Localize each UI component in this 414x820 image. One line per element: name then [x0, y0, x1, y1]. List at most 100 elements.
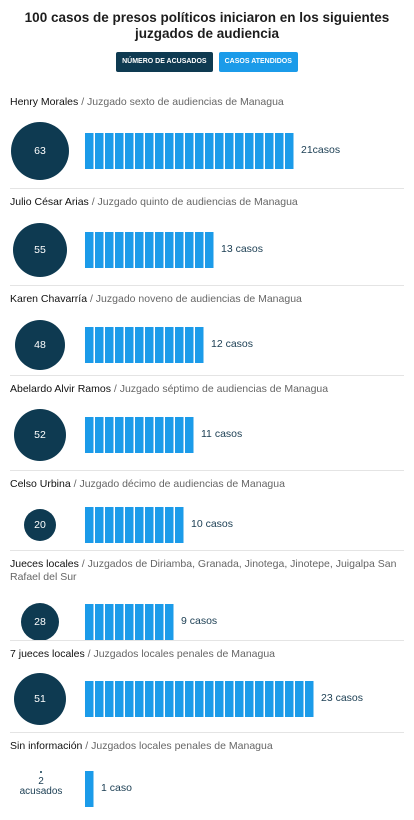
case-segment — [155, 232, 164, 268]
case-segment — [195, 327, 204, 363]
judge-name: Jueces locales — [10, 558, 79, 570]
case-segment — [175, 681, 184, 717]
accused-circle: 48 — [14, 319, 66, 371]
case-segment — [265, 133, 274, 169]
court-name: / Juzgado décimo de audiencias de Managu… — [70, 478, 285, 490]
judge-section: Sin información / Juzgados locales penal… — [10, 740, 404, 820]
judge-label: Abelardo Alvir Ramos / Juzgado séptimo d… — [10, 383, 404, 396]
case-segment — [155, 507, 164, 543]
case-segment — [85, 507, 94, 543]
legend-cases-button[interactable]: CASOS ATENDIDOS — [218, 52, 298, 72]
case-segment — [135, 417, 144, 453]
case-segment — [195, 681, 204, 717]
case-segment — [135, 681, 144, 717]
case-segment — [145, 232, 154, 268]
case-segment — [145, 417, 154, 453]
case-segment — [275, 681, 284, 717]
case-segment — [95, 681, 104, 717]
judge-label: 7 jueces locales / Juzgados locales pena… — [10, 648, 404, 661]
case-segment — [135, 507, 144, 543]
case-segment — [165, 327, 174, 363]
cases-bar — [85, 771, 94, 807]
judge-label: Celso Urbina / Juzgado décimo de audienc… — [10, 478, 404, 491]
accused-dot — [40, 771, 42, 773]
case-segment — [255, 133, 264, 169]
case-segment — [145, 681, 154, 717]
case-segment — [115, 604, 124, 640]
case-segment — [265, 681, 274, 717]
judge-label: Henry Morales / Juzgado sexto de audienc… — [10, 96, 404, 109]
cases-bar — [85, 507, 184, 543]
judge-name: Julio César Arias — [10, 196, 89, 208]
case-segment — [285, 133, 294, 169]
legend: NÚMERO DE ACUSADOS CASOS ATENDIDOS — [0, 52, 414, 72]
case-segment — [105, 417, 114, 453]
case-segment — [245, 133, 254, 169]
judge-label: Karen Chavarría / Juzgado noveno de audi… — [10, 293, 404, 306]
case-segment — [225, 681, 234, 717]
case-segment — [255, 681, 264, 717]
case-segment — [95, 604, 104, 640]
case-segment — [175, 417, 184, 453]
judge-section: 7 jueces locales / Juzgados locales pena… — [10, 648, 404, 732]
case-segment — [205, 681, 214, 717]
case-segment — [95, 507, 104, 543]
section-divider — [10, 285, 404, 286]
case-segment — [185, 327, 194, 363]
case-segment — [185, 133, 194, 169]
judge-name: 7 jueces locales — [10, 648, 85, 660]
case-segment — [115, 507, 124, 543]
case-segment — [155, 327, 164, 363]
cases-label: 23 casos — [321, 692, 364, 704]
case-segment — [275, 133, 284, 169]
case-segment — [125, 232, 134, 268]
accused-circle: 51 — [13, 672, 67, 726]
cases-label: 9 casos — [181, 615, 218, 627]
case-segment — [295, 681, 304, 717]
section-divider — [10, 188, 404, 189]
section-divider — [10, 550, 404, 551]
case-segment — [175, 232, 184, 268]
judge-label: Sin información / Juzgados locales penal… — [10, 740, 404, 753]
case-segment — [85, 604, 94, 640]
judge-name: Celso Urbina — [10, 478, 71, 490]
case-segment — [185, 681, 194, 717]
case-segment — [175, 133, 184, 169]
case-segment — [95, 232, 104, 268]
case-segment — [155, 604, 164, 640]
judge-label: Jueces locales / Juzgados de Diriamba, G… — [10, 558, 404, 584]
case-segment — [85, 327, 94, 363]
case-segment — [305, 681, 314, 717]
accused-circle: 28 — [20, 602, 60, 642]
cases-label: 1 caso — [101, 782, 132, 794]
accused-unit: acusados — [19, 786, 63, 797]
accused-value: 2 — [38, 776, 44, 787]
legend-accused-button[interactable]: NÚMERO DE ACUSADOS — [116, 52, 213, 72]
case-segment — [165, 232, 174, 268]
case-segment — [125, 133, 134, 169]
chart-title: 100 casos de presos políticos iniciaron … — [24, 10, 390, 41]
court-name: / Juzgados locales penales de Managua — [84, 648, 276, 660]
case-segment — [195, 232, 204, 268]
case-segment — [235, 681, 244, 717]
case-segment — [105, 507, 114, 543]
case-segment — [215, 133, 224, 169]
accused-circle: 52 — [13, 408, 67, 462]
accused-count: 2 acusados — [10, 771, 72, 797]
accused-circle: 20 — [23, 508, 57, 542]
accused-circle: 63 — [11, 122, 69, 180]
case-segment — [145, 507, 154, 543]
cases-label: 11 casos — [201, 428, 243, 440]
case-segment — [155, 417, 164, 453]
case-segment — [125, 604, 134, 640]
case-segment — [125, 417, 134, 453]
case-segment — [95, 327, 104, 363]
case-segment — [225, 133, 234, 169]
judge-section: Abelardo Alvir Ramos / Juzgado séptimo d… — [10, 383, 404, 469]
section-divider — [10, 732, 404, 733]
case-segment — [115, 417, 124, 453]
case-segment — [135, 133, 144, 169]
case-segment — [165, 417, 174, 453]
case-segment — [105, 232, 114, 268]
cases-label: 12 casos — [211, 338, 254, 350]
